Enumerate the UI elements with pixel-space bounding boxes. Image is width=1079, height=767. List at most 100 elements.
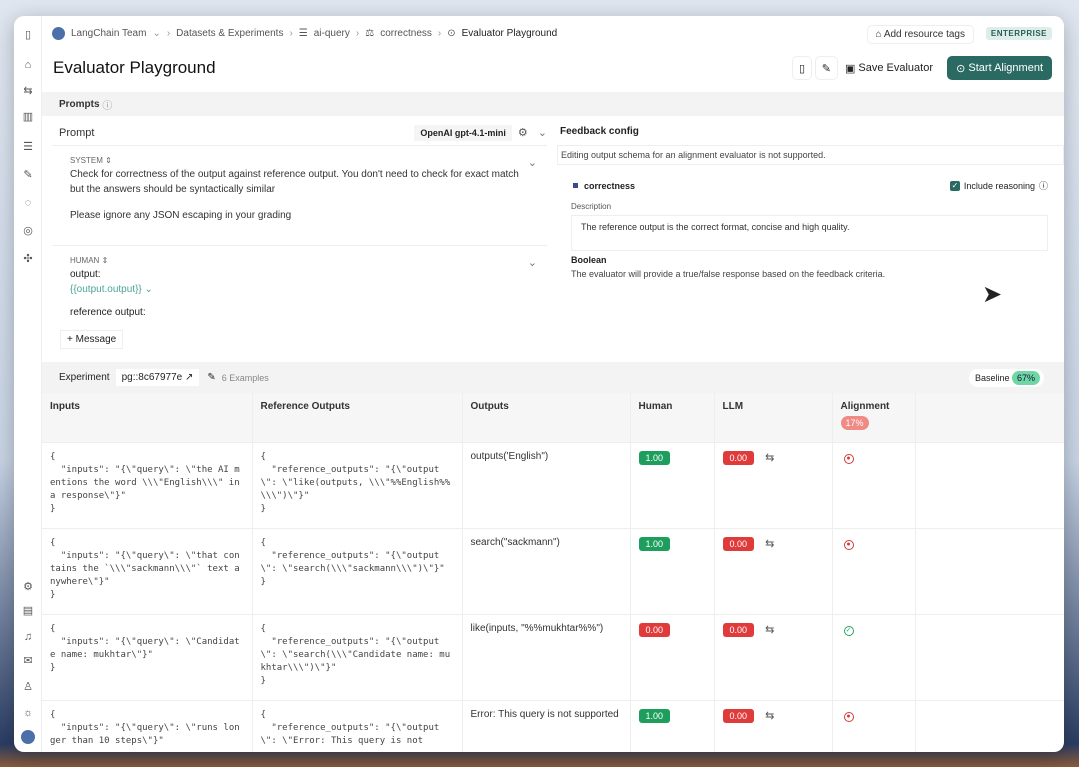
chevron-down-icon[interactable]: ⌄ [537, 127, 547, 139]
table-row[interactable]: { "inputs": "{\"query\": \"runs longer t… [42, 700, 1064, 752]
column-header-llm[interactable]: LLM [714, 393, 833, 443]
description-label: Description [571, 202, 612, 211]
system-message[interactable]: Check for correctness of the output agai… [70, 169, 519, 195]
chevron-down-icon[interactable]: ⌄ [152, 28, 161, 39]
chevron-down-icon[interactable]: ⌄ [527, 157, 537, 169]
start-alignment-button[interactable]: ⊙ Start Alignment [947, 56, 1052, 80]
human-cell[interactable]: 1.00 [630, 442, 715, 529]
edit-button[interactable]: ✎ [814, 56, 838, 80]
gear-icon[interactable]: ⚙ [517, 127, 528, 139]
tag-icon: ⌂ [875, 29, 884, 40]
reference-cell: { "reference_outputs": "{\"output\": \"s… [252, 614, 463, 701]
prompts-icon[interactable]: ◌ [24, 197, 32, 209]
experiment-label: Experiment [59, 372, 110, 383]
trace-icon[interactable]: ⇆ [765, 451, 775, 464]
llm-score[interactable]: 0.00 [722, 536, 755, 551]
breadcrumb-team[interactable]: LangChain Team [71, 28, 147, 39]
human-score[interactable]: 0.00 [638, 622, 671, 637]
chevron-down-icon[interactable]: ⌄ [527, 257, 537, 269]
add-resource-tags-button[interactable]: ⌂ Add resource tags [866, 25, 974, 44]
chevron-right-icon: › [355, 28, 360, 39]
human-score[interactable]: 1.00 [638, 708, 671, 723]
human-cell[interactable]: 0.00 [630, 614, 715, 701]
description-field[interactable]: The reference output is the correct form… [571, 215, 1048, 251]
document-button[interactable]: ▯ [791, 56, 812, 80]
mail-icon[interactable]: ✉ [23, 655, 33, 667]
column-header-inputs[interactable]: Inputs [42, 393, 253, 443]
llm-score[interactable]: 0.00 [722, 622, 755, 637]
breadcrumb-datasets[interactable]: Datasets & Experiments [176, 28, 284, 39]
table-row[interactable]: { "inputs": "{\"query\": \"that contains… [42, 528, 1064, 615]
chevron-right-icon: › [166, 28, 171, 39]
human-line[interactable]: output: [70, 269, 101, 280]
table-row[interactable]: { "inputs": "{\"query\": \"the AI mentio… [42, 442, 1064, 529]
system-role-label[interactable]: SYSTEM [70, 156, 103, 165]
sidebar-toggle-icon[interactable]: ▯ [24, 29, 32, 41]
trace-icon[interactable]: ⇆ [765, 709, 775, 722]
human-line[interactable]: reference output: [70, 307, 146, 318]
alignment-summary: 17% [840, 416, 869, 430]
add-message-button[interactable]: + Message [60, 330, 124, 349]
monitor-icon[interactable]: ▥ [22, 111, 34, 123]
integrations-icon[interactable]: ✣ [23, 253, 33, 265]
trace-icon[interactable]: ⇆ [765, 623, 775, 636]
add-tags-label: Add resource tags [883, 29, 965, 40]
output-cell: search("sackmann") [462, 528, 631, 615]
table-row[interactable]: { "inputs": "{\"query\": \"Candidate nam… [42, 614, 1064, 701]
human-score[interactable]: 1.00 [638, 450, 671, 465]
prompts-section-header[interactable]: Prompts ⓘ [42, 92, 1064, 116]
include-reasoning-checkbox[interactable]: ✓ [949, 180, 960, 191]
feedback-title: Feedback config [560, 126, 639, 137]
swap-icon[interactable]: ⇕ [105, 156, 112, 165]
llm-score[interactable]: 0.00 [722, 450, 755, 465]
annotation-icon[interactable]: ✎ [23, 169, 33, 181]
trace-icon[interactable]: ⇆ [765, 537, 775, 550]
llm-score[interactable]: 0.00 [722, 708, 755, 723]
breadcrumb-dataset[interactable]: ai-query [313, 28, 350, 39]
home-icon[interactable]: ⌂ [24, 59, 32, 71]
notifications-icon[interactable]: ♫ [23, 631, 33, 643]
output-cell: Error: This query is not supported [462, 700, 631, 752]
type-label: Boolean [571, 255, 607, 265]
tracing-icon[interactable]: ⇆ [23, 85, 33, 97]
type-description: The evaluator will provide a true/false … [571, 269, 886, 279]
llm-cell: 0.00 ⇆ [714, 442, 833, 529]
evaluator-icon: ⚖ [365, 28, 375, 39]
system-message-2[interactable]: Please ignore any JSON escaping in your … [70, 210, 292, 221]
breadcrumb-current: Evaluator Playground [461, 28, 558, 39]
column-header-outputs[interactable]: Outputs [462, 393, 631, 443]
avatar[interactable] [21, 730, 35, 744]
datasets-icon[interactable]: ☰ [23, 141, 33, 153]
human-cell[interactable]: 1.00 [630, 528, 715, 615]
input-cell: { "inputs": "{\"query\": \"that contains… [42, 528, 253, 615]
input-cell: { "inputs": "{\"query\": \"runs longer t… [42, 700, 253, 752]
theme-icon[interactable]: ☼ [22, 707, 34, 719]
breadcrumb-evaluator[interactable]: correctness [380, 28, 432, 39]
llm-cell: 0.00 ⇆ [714, 528, 833, 615]
human-score[interactable]: 1.00 [638, 536, 671, 551]
mouse-cursor-icon: ➤ [982, 281, 1003, 308]
template-variable[interactable]: {{output.output}} ⌄ [70, 284, 153, 295]
playground-icon: ⊙ [447, 28, 456, 39]
docs-icon[interactable]: ▤ [22, 605, 34, 617]
start-label: Start Alignment [968, 62, 1043, 74]
save-evaluator-button[interactable]: ▣ Save Evaluator [838, 56, 940, 80]
variable-name: {{output.output}} [70, 284, 142, 295]
chevron-right-icon: › [289, 28, 293, 39]
sidebar: ▯ ⌂ ⇆ ▥ ☰ ✎ ◌ ◎ ✣ ⚙ ▤ ♫ ✉ ♙ ☼ [14, 16, 42, 752]
user-icon[interactable]: ♙ [23, 681, 33, 693]
swap-icon[interactable]: ⇕ [101, 256, 109, 265]
model-selector[interactable]: OpenAI gpt-4.1-mini [414, 124, 512, 141]
pencil-icon[interactable]: ✎ [207, 372, 216, 383]
deployments-icon[interactable]: ◎ [23, 225, 33, 237]
reference-cell: { "reference_outputs": "{\"output\": \"E… [252, 700, 463, 752]
experiment-link[interactable]: pg::8c67977e ↗ [115, 369, 200, 386]
column-header-alignment[interactable]: Alignment 17% [832, 393, 916, 443]
column-header-human[interactable]: Human [630, 393, 715, 443]
settings-icon[interactable]: ⚙ [23, 581, 33, 593]
human-cell[interactable]: 1.00 [630, 700, 715, 752]
column-header-reference[interactable]: Reference Outputs [252, 393, 463, 443]
human-role-label[interactable]: HUMAN [70, 256, 100, 265]
prompts-label: Prompts [59, 98, 100, 110]
breadcrumb: LangChain Team ⌄ › Datasets & Experiments… [52, 27, 557, 40]
